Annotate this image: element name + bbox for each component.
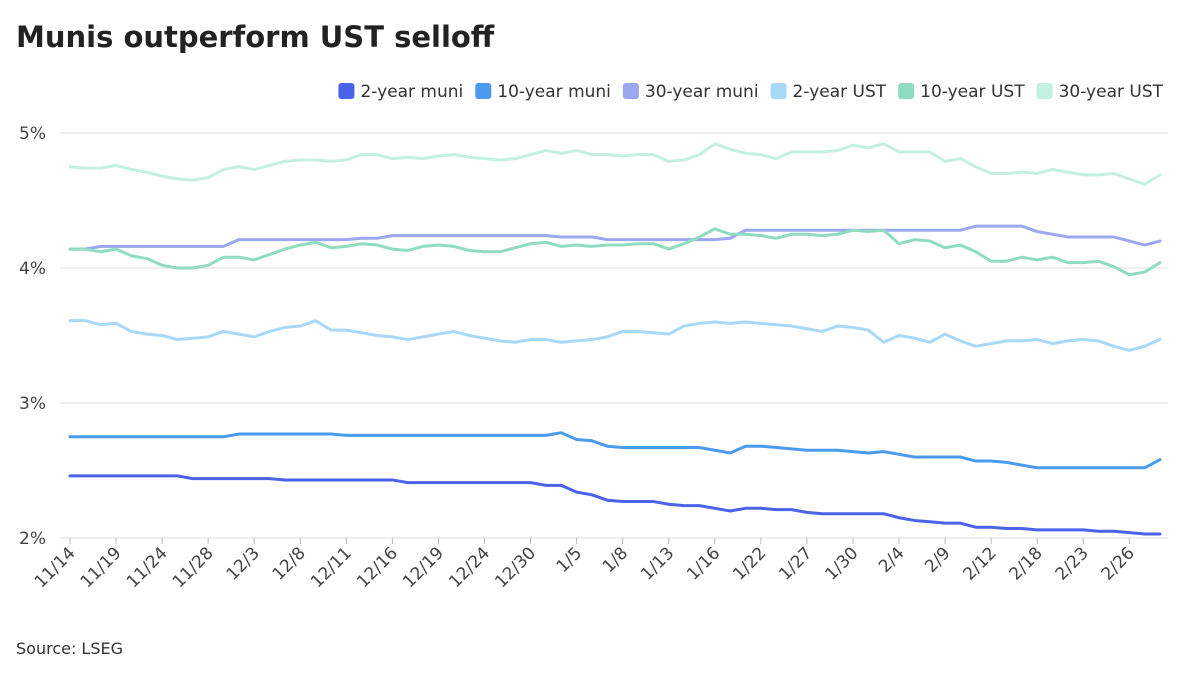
x-tick-label: 12/11 — [307, 543, 356, 592]
legend-swatch — [622, 83, 639, 99]
source-note: Source: LSEG — [16, 639, 123, 658]
legend-swatch — [1036, 83, 1053, 99]
legend-item: 2-year UST — [770, 82, 887, 102]
series-line — [68, 474, 1162, 536]
legend-swatch — [770, 83, 787, 99]
legend-label: 2-year UST — [793, 82, 887, 102]
x-tick-label: 1/8 — [599, 543, 632, 576]
chart-title: Munis outperform UST selloff — [16, 20, 495, 54]
series-line — [68, 431, 1162, 470]
x-tick-label: 11/28 — [169, 543, 218, 592]
x-tick-label: 2/26 — [1098, 543, 1139, 584]
x-tick-label: 1/22 — [729, 543, 770, 584]
x-tick-label: 12/8 — [269, 543, 310, 584]
y-tick-label: 3% — [19, 394, 46, 414]
legend-label: 30-year UST — [1059, 82, 1164, 102]
x-tick-label: 2/4 — [875, 543, 908, 576]
x-tick-label: 2/23 — [1052, 543, 1093, 584]
x-tick-label: 12/19 — [399, 543, 448, 592]
legend-item: 10-year UST — [898, 82, 1025, 102]
legend-swatch — [898, 83, 915, 99]
x-tick-label: 1/27 — [775, 543, 816, 584]
x-tick-label: 1/16 — [683, 543, 724, 584]
x-tick-label: 1/5 — [553, 543, 586, 576]
series-line — [68, 224, 1162, 251]
y-tick-label: 2% — [19, 529, 46, 549]
series-line — [68, 319, 1162, 352]
legend-label: 30-year muni — [645, 82, 759, 102]
series-line — [68, 142, 1162, 186]
x-tick-label: 11/14 — [31, 543, 80, 592]
legend-item: 30-year muni — [622, 82, 759, 102]
legend-swatch — [338, 83, 355, 99]
x-tick-label: 11/19 — [77, 543, 126, 592]
x-tick-label: 12/24 — [445, 543, 494, 592]
legend-item: 2-year muni — [338, 82, 463, 102]
x-tick-label: 11/24 — [123, 543, 172, 592]
x-tick-label: 1/13 — [637, 543, 678, 584]
series-line — [68, 227, 1162, 277]
x-tick-label: 12/30 — [491, 543, 540, 592]
y-tick-label: 4% — [19, 259, 46, 279]
x-tick-label: 12/3 — [223, 543, 264, 584]
legend-label: 10-year muni — [497, 82, 611, 102]
legend-item: 30-year UST — [1036, 82, 1164, 102]
x-tick-label: 2/12 — [960, 543, 1001, 584]
legend-item: 10-year muni — [475, 82, 611, 102]
legend-label: 2-year muni — [360, 82, 463, 102]
x-tick-label: 12/16 — [353, 543, 402, 592]
y-tick-label: 5% — [19, 124, 46, 144]
legend-label: 10-year UST — [920, 82, 1025, 102]
x-tick-label: 2/18 — [1006, 543, 1047, 584]
x-tick-label: 2/9 — [921, 543, 954, 576]
x-tick-label: 1/30 — [821, 543, 862, 584]
legend-swatch — [475, 83, 492, 99]
